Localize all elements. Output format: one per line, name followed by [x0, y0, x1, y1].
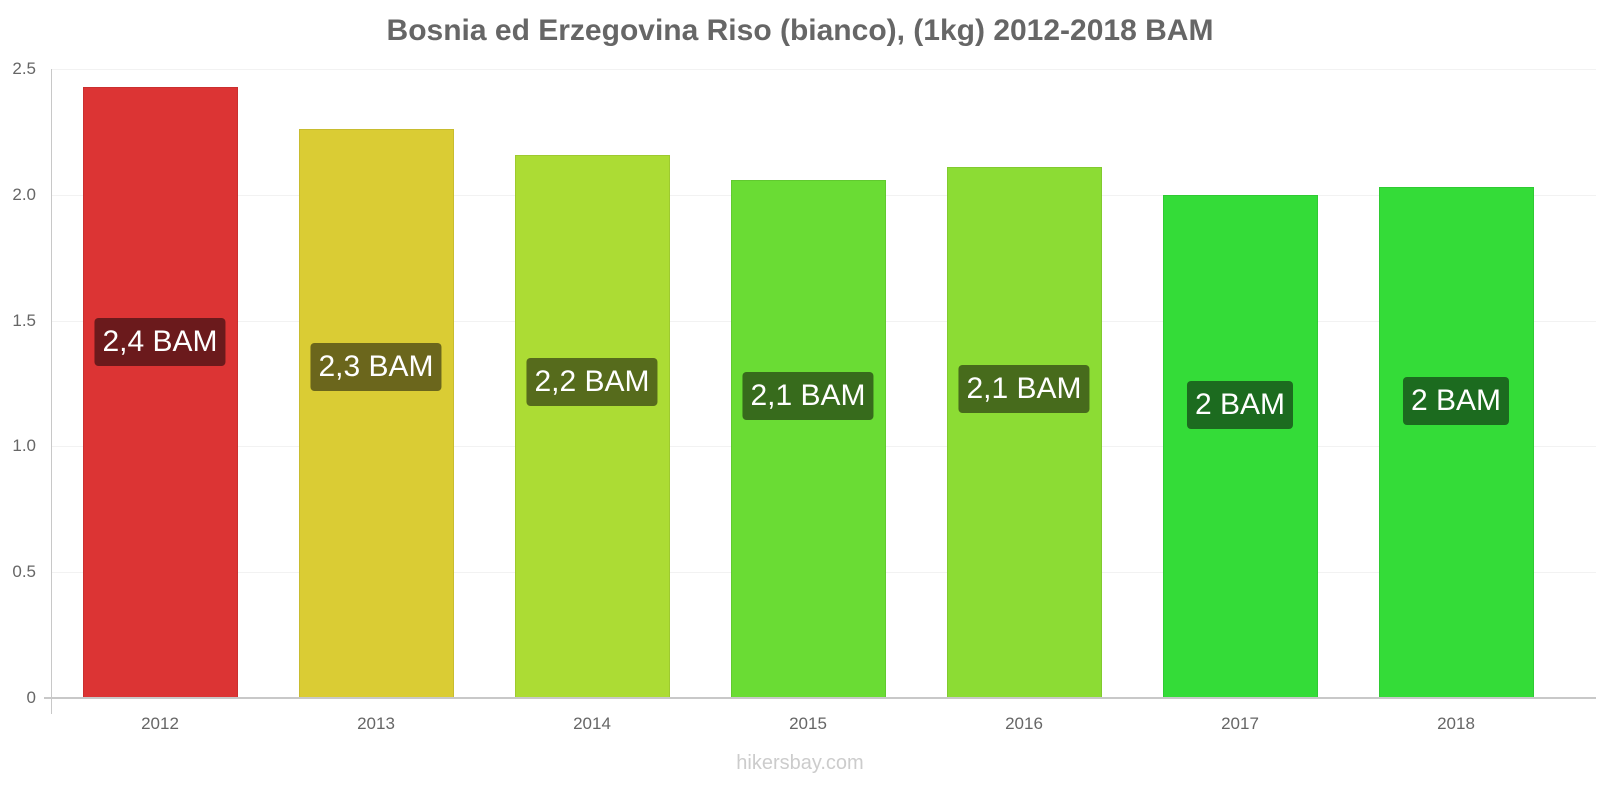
- bar-2017[interactable]: 2 BAM: [1162, 194, 1318, 698]
- x-tick-label: 2018: [1437, 714, 1475, 733]
- y-tick-label: 0.5: [12, 562, 36, 582]
- bar-2015[interactable]: 2,1 BAM: [730, 179, 886, 698]
- bar-value-label: 2,4 BAM: [94, 318, 226, 367]
- x-tick-label: 2012: [141, 714, 179, 733]
- x-tick-label: 2016: [1005, 714, 1043, 733]
- y-tick-label: 2.0: [12, 184, 36, 204]
- bar-2018[interactable]: 2 BAM: [1378, 187, 1534, 698]
- gridline: [52, 69, 1596, 70]
- x-axis: [44, 697, 1596, 699]
- bar-value-label: 2 BAM: [1186, 381, 1294, 430]
- source-credit: hikersbay.com: [736, 752, 864, 774]
- bar-2012[interactable]: 2,4 BAM: [82, 86, 238, 698]
- y-tick-label: 1.5: [12, 310, 36, 330]
- bar-value-label: 2,1 BAM: [958, 365, 1090, 414]
- bar-value-label: 2 BAM: [1402, 376, 1510, 425]
- y-tick-label: 2.5: [12, 59, 36, 78]
- bar-2014[interactable]: 2,2 BAM: [514, 154, 670, 698]
- y-tick-label: 0: [26, 688, 36, 707]
- bar-value-label: 2,1 BAM: [742, 372, 874, 421]
- bar-2016[interactable]: 2,1 BAM: [946, 167, 1102, 698]
- bar-value-label: 2,3 BAM: [310, 343, 442, 392]
- bar-value-label: 2,2 BAM: [526, 357, 658, 406]
- chart-title: Bosnia ed Erzegovina Riso (bianco), (1kg…: [386, 14, 1214, 47]
- x-tick-label: 2013: [357, 714, 395, 733]
- x-tick-label: 2015: [789, 714, 827, 733]
- x-tick-label: 2014: [573, 714, 611, 733]
- x-tick-label: 2017: [1221, 714, 1259, 733]
- y-axis: [51, 69, 52, 714]
- bar-2013[interactable]: 2,3 BAM: [298, 129, 454, 698]
- y-tick-label: 1.0: [12, 436, 36, 456]
